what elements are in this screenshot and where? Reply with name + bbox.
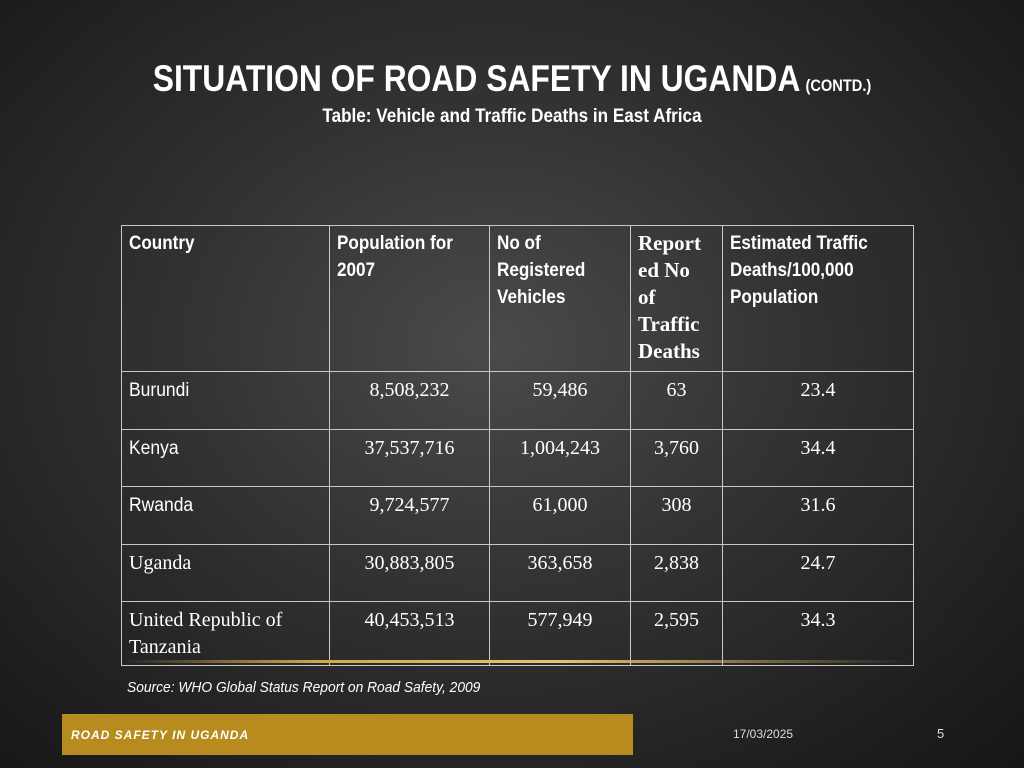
cell-rate: 31.6 (722, 486, 914, 545)
table-row: United Republic of Tanzania 40,453,513 5… (121, 601, 914, 666)
header-vehicles: No of Registered Vehicles (489, 225, 631, 372)
source-note: Source: WHO Global Status Report on Road… (127, 679, 481, 696)
cell-country: Rwanda (121, 486, 330, 545)
table-row: Uganda 30,883,805 363,658 2,838 24.7 (121, 543, 914, 602)
cell-rate: 34.4 (722, 428, 914, 487)
table-header-row: Country Population for 2007 No of Regist… (121, 225, 914, 372)
header-line: Registered (497, 260, 586, 281)
cell-deaths: 2,838 (630, 543, 723, 602)
cell-country-line: Tanzania (129, 636, 201, 658)
page-number: 5 (937, 726, 945, 741)
header-line: Population for (337, 233, 453, 254)
table-row: Rwanda 9,724,577 61,000 308 31.6 (121, 486, 914, 545)
cell-country-line: Uganda (129, 551, 192, 574)
cell-country-line: Kenya (129, 437, 179, 459)
header-line: of (638, 285, 656, 309)
cell-population: 37,537,716 (329, 428, 490, 487)
table-row: Burundi 8,508,232 59,486 63 23.4 (121, 371, 914, 430)
cell-country-line: United Republic of (129, 609, 283, 631)
title-suffix: (CONTD.) (805, 76, 872, 95)
header-line: Vehicles (497, 287, 566, 308)
cell-population: 30,883,805 (329, 543, 490, 602)
header-estimated-rate: Estimated Traffic Deaths/100,000 Populat… (722, 225, 914, 372)
slide-subtitle: Table: Vehicle and Traffic Deaths in Eas… (322, 106, 702, 127)
title-main: SITUATION OF ROAD SAFETY IN UGANDA (152, 58, 801, 99)
cell-country-line: Rwanda (129, 495, 194, 516)
cell-country: United Republic of Tanzania (121, 601, 330, 666)
cell-rate: 24.7 (722, 543, 914, 602)
cell-deaths: 3,760 (630, 428, 723, 487)
header-population: Population for 2007 (329, 225, 490, 372)
cell-population: 9,724,577 (329, 486, 490, 545)
footer-label: ROAD SAFETY IN UGANDA (71, 728, 250, 742)
cell-vehicles: 61,000 (489, 486, 631, 545)
cell-rate: 34.3 (722, 601, 914, 666)
header-line: Deaths/100,000 (730, 260, 854, 281)
header-line: Country (129, 233, 195, 254)
header-line: ed No (638, 258, 690, 282)
cell-rate: 23.4 (722, 371, 914, 430)
header-line: Population (730, 287, 819, 308)
cell-country: Kenya (121, 428, 330, 487)
cell-vehicles: 577,949 (489, 601, 631, 666)
cell-deaths: 2,595 (630, 601, 723, 666)
traffic-deaths-table: Country Population for 2007 No of Regist… (121, 225, 914, 666)
header-line: Deaths (638, 339, 700, 363)
footer-bar: ROAD SAFETY IN UGANDA (62, 714, 633, 755)
slide-date: 17/03/2025 (733, 727, 794, 741)
cell-population: 8,508,232 (329, 371, 490, 430)
cell-deaths: 63 (630, 371, 723, 430)
cell-vehicles: 59,486 (489, 371, 631, 430)
cell-population: 40,453,513 (329, 601, 490, 666)
header-line: Traffic (638, 312, 700, 336)
cell-vehicles: 363,658 (489, 543, 631, 602)
header-line: Estimated Traffic (730, 233, 868, 254)
slide-title: SITUATION OF ROAD SAFETY IN UGANDA (CONTD… (72, 58, 953, 100)
gold-accent-line (121, 660, 913, 663)
cell-deaths: 308 (630, 486, 723, 545)
header-line: No of (497, 233, 541, 254)
cell-country: Uganda (121, 543, 330, 602)
header-country: Country (121, 225, 330, 372)
header-line: 2007 (337, 260, 376, 281)
cell-vehicles: 1,004,243 (489, 428, 631, 487)
header-line: Report (638, 231, 701, 255)
cell-country-line: Burundi (129, 380, 190, 401)
table-row: Kenya 37,537,716 1,004,243 3,760 34.4 (121, 428, 914, 487)
header-reported-deaths: Report ed No of Traffic Deaths (630, 225, 723, 372)
cell-country: Burundi (121, 371, 330, 430)
